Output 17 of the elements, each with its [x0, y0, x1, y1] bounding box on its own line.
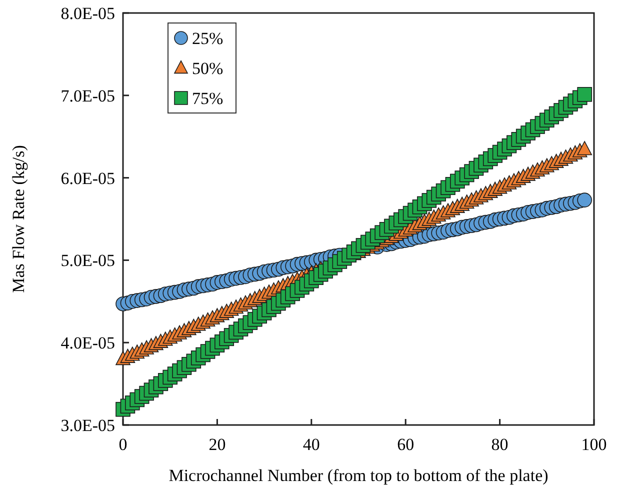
y-tick-label: 8.0E-05: [60, 4, 115, 23]
x-tick-label: 0: [118, 435, 128, 454]
legend-label: 75%: [192, 88, 224, 108]
y-tick-label: 3.0E-05: [60, 416, 115, 435]
x-tick-label: 40: [302, 435, 320, 454]
x-tick-label: 20: [208, 435, 226, 454]
y-tick-label: 4.0E-05: [60, 334, 115, 353]
y-tick-label: 7.0E-05: [60, 86, 115, 106]
legend-label: 50%: [192, 58, 224, 78]
x-tick-label: 80: [491, 435, 508, 454]
y-tick-label: 6.0E-05: [60, 168, 115, 188]
y-axis-title: Mas Flow Rate (kg/s): [9, 145, 28, 293]
x-tick-label: 60: [397, 435, 414, 454]
x-tick-label: 100: [581, 435, 607, 454]
x-axis-title: Microchannel Number (from top to bottom of the plate): [168, 466, 548, 485]
y-tick-label: 5.0E-05: [60, 251, 115, 270]
legend-label: 25%: [192, 28, 224, 48]
